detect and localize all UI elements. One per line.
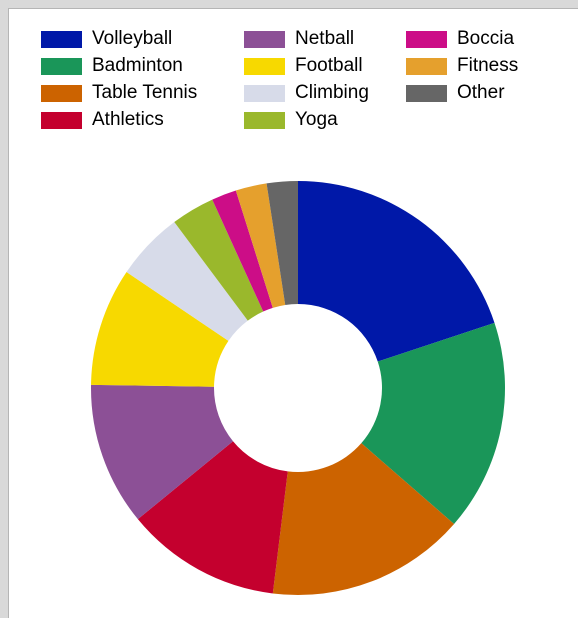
legend-label: Athletics: [92, 109, 164, 130]
slice-yoga: [174, 199, 264, 321]
legend-label: Other: [457, 82, 505, 103]
legend-label: Fitness: [457, 55, 519, 76]
legend-swatch: [41, 111, 82, 129]
legend-swatch: [406, 57, 447, 75]
legend-item-other: Other: [406, 82, 505, 104]
legend-item-boccia: Boccia: [406, 28, 514, 50]
legend-swatch: [244, 111, 285, 129]
legend-item-climbing: Climbing: [244, 82, 369, 104]
legend-item-badminton: Badminton: [41, 55, 183, 77]
legend-item-athletics: Athletics: [41, 109, 164, 131]
legend-swatch: [41, 84, 82, 102]
donut-slices: [91, 181, 506, 595]
slice-netball: [91, 384, 234, 520]
legend-swatch: [41, 30, 82, 48]
legend-label: Climbing: [295, 82, 369, 103]
slice-other: [266, 181, 298, 305]
legend-label: Volleyball: [92, 28, 173, 49]
legend-swatch: [244, 30, 285, 48]
slice-boccia: [212, 190, 273, 312]
legend-label: Netball: [295, 28, 355, 49]
chart-legend: Volleyball Badminton Table Tennis Athlet…: [41, 28, 561, 148]
slice-fitness: [235, 183, 286, 308]
legend-item-volleyball: Volleyball: [41, 28, 172, 50]
legend-item-football: Football: [244, 55, 363, 77]
legend-swatch: [406, 84, 447, 102]
legend-item-netball: Netball: [244, 28, 354, 50]
legend-item-fitness: Fitness: [406, 55, 518, 77]
slice-volleyball: [298, 181, 495, 362]
legend-label: Table Tennis: [92, 82, 198, 103]
legend-swatch: [41, 57, 82, 75]
slice-table-tennis: [272, 443, 455, 595]
slice-badminton: [361, 322, 506, 524]
legend-label: Football: [295, 55, 363, 76]
legend-swatch: [244, 57, 285, 75]
legend-label: Yoga: [295, 109, 338, 130]
slice-athletics: [137, 441, 288, 594]
legend-item-table-tennis: Table Tennis: [41, 82, 197, 104]
legend-swatch: [406, 30, 447, 48]
legend-label: Boccia: [457, 28, 515, 49]
slice-climbing: [126, 222, 248, 341]
legend-swatch: [244, 84, 285, 102]
legend-item-yoga: Yoga: [244, 109, 338, 131]
legend-label: Badminton: [92, 55, 183, 76]
slice-football: [91, 272, 229, 387]
